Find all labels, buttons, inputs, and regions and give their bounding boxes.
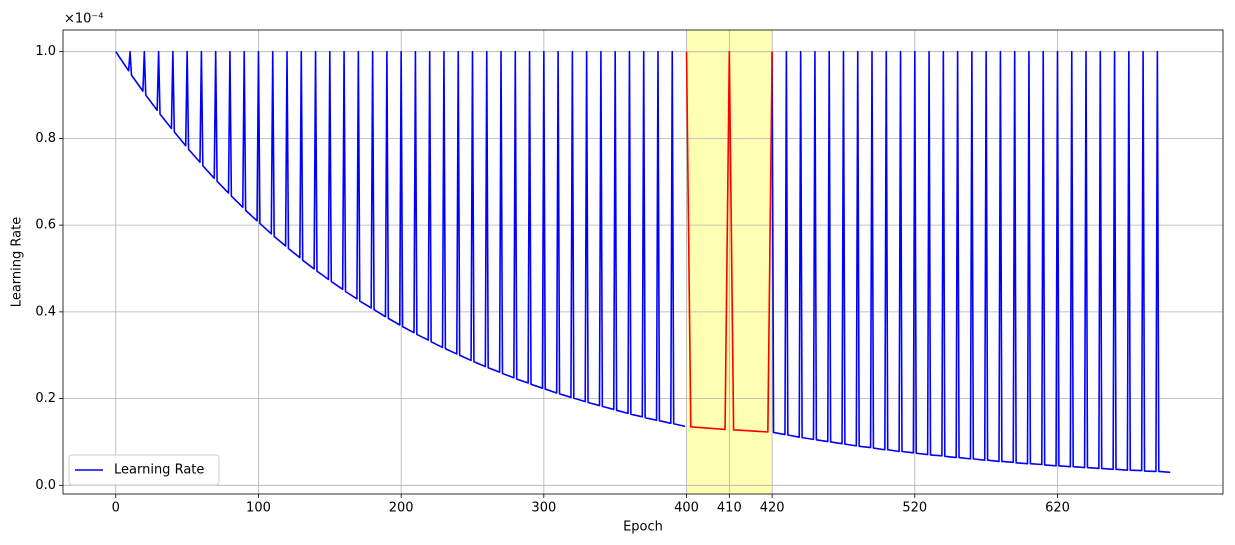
x-tick-label: 410 bbox=[717, 501, 742, 516]
y-offset-label: ×10⁻⁴ bbox=[64, 12, 104, 27]
y-tick-label: 0.4 bbox=[35, 304, 56, 319]
line-series bbox=[115, 50, 1171, 474]
x-tick-label: 200 bbox=[389, 501, 414, 516]
x-axis-label: Epoch bbox=[623, 520, 663, 535]
x-tick-label: 420 bbox=[760, 501, 785, 516]
y-tick-label: 1.0 bbox=[35, 44, 56, 59]
x-tick-label: 0 bbox=[112, 501, 120, 516]
x-tick-label: 400 bbox=[674, 501, 699, 516]
y-tick-label: 0.0 bbox=[35, 478, 56, 493]
x-tick-label: 100 bbox=[246, 501, 271, 516]
x-tick-label: 300 bbox=[531, 501, 556, 516]
y-tick-label: 0.2 bbox=[35, 391, 56, 406]
x-tick-label: 520 bbox=[902, 501, 927, 516]
legend-label: Learning Rate bbox=[114, 463, 204, 478]
plot-frame bbox=[62, 29, 1224, 495]
line-series bbox=[685, 50, 773, 433]
y-tick-label: 0.8 bbox=[35, 131, 56, 146]
x-tick-label: 620 bbox=[1045, 501, 1070, 516]
y-axis-label: Learning Rate bbox=[10, 217, 25, 307]
y-tick-label: 0.6 bbox=[35, 218, 56, 233]
legend-box bbox=[68, 454, 220, 486]
